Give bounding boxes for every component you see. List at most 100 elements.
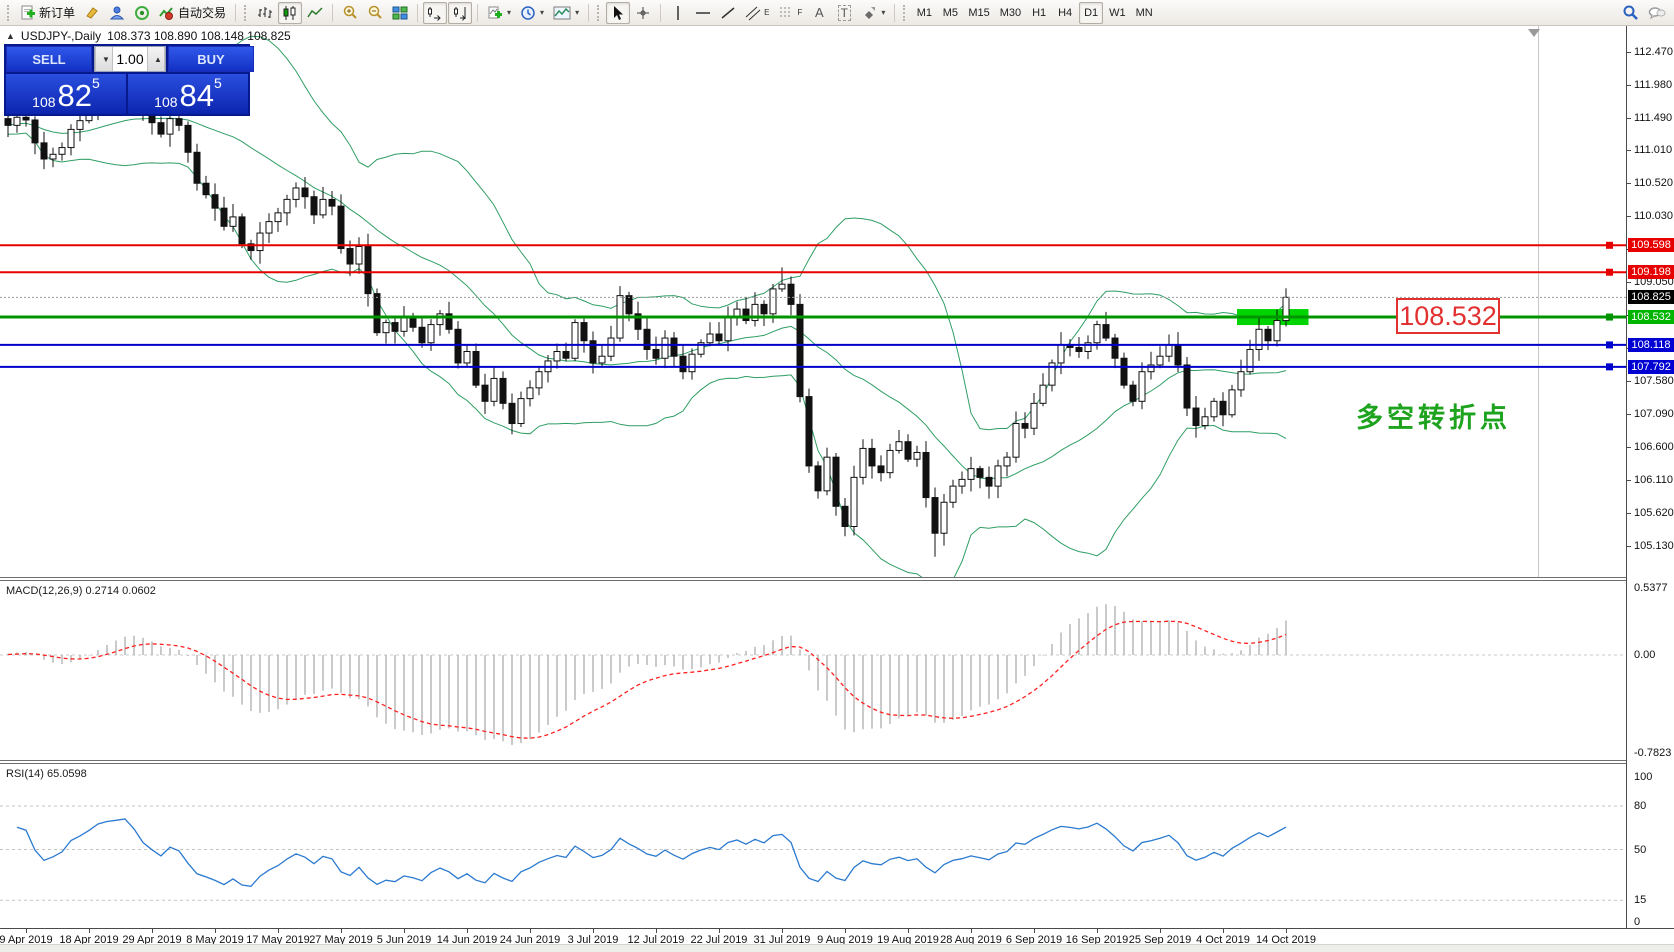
date-label: 9 Aug 2019 <box>817 934 873 946</box>
sell-button[interactable]: SELL <box>6 46 92 72</box>
text-button[interactable]: A <box>807 2 831 24</box>
timeframe-w1[interactable]: W1 <box>1109 6 1126 19</box>
metaeditor-button[interactable] <box>80 2 104 24</box>
toolbar-separator <box>477 3 479 22</box>
chart-shift-button[interactable] <box>448 1 473 24</box>
price-tick-mark <box>1627 183 1631 185</box>
date-label: 8 May 2019 <box>186 934 244 946</box>
chart-shift-icon <box>454 6 466 21</box>
timeframe-mn[interactable]: MN <box>1135 6 1153 19</box>
toolbar-drag-handle[interactable] <box>903 4 908 21</box>
timeframe-m15[interactable]: M15 <box>968 6 990 19</box>
macd-pane[interactable] <box>0 582 1626 762</box>
crosshair-button[interactable] <box>631 2 655 24</box>
price-tick-label: 111.490 <box>1634 111 1673 124</box>
volume-input[interactable] <box>113 47 147 71</box>
date-label: 6 Sep 2019 <box>1005 934 1063 946</box>
date-tick-mark <box>341 929 342 933</box>
timeframe-m30[interactable]: M30 <box>999 6 1022 19</box>
price-badge: 108.825 <box>1628 290 1674 305</box>
price-callout-label[interactable]: 108.532 <box>1396 298 1500 334</box>
bar-chart-icon <box>258 6 273 18</box>
dropdown-arrow-icon: ▾ <box>507 8 512 17</box>
toolbar-separator <box>660 3 662 22</box>
date-label: 27 May 2019 <box>309 934 373 946</box>
volume-decrease-button[interactable]: ▼ <box>95 47 113 71</box>
toolbar-drag-handle[interactable] <box>244 4 249 21</box>
price-tick-mark <box>1627 480 1631 482</box>
timeframe-d1[interactable]: D1 <box>1079 1 1104 24</box>
text-label-button[interactable]: T <box>832 2 856 24</box>
tile-windows-button[interactable] <box>388 2 412 24</box>
timeframe-m1[interactable]: M1 <box>916 6 932 19</box>
candlestick-chart-button[interactable] <box>278 1 303 24</box>
date-tick-mark <box>278 929 279 933</box>
price-badge: 107.792 <box>1628 359 1674 374</box>
date-tick-mark <box>215 929 216 933</box>
new-chart-button[interactable]: ▾ <box>483 2 515 24</box>
buy-price-display[interactable]: 108 84 5 <box>128 74 248 114</box>
date-tick-mark <box>1160 929 1161 933</box>
cursor-button[interactable] <box>606 1 631 24</box>
timeframe-m5[interactable]: M5 <box>942 6 958 19</box>
date-label: 12 Jul 2019 <box>627 934 685 946</box>
volume-stepper: ▼ ▲ <box>94 46 166 72</box>
profile-button[interactable] <box>105 2 129 24</box>
price-tick-label: 111.010 <box>1634 144 1673 157</box>
new-order-button[interactable]: 新订单 <box>16 2 79 24</box>
auto-scroll-button[interactable] <box>423 1 448 24</box>
autotrade-label: 自动交易 <box>178 6 227 20</box>
date-tick-mark <box>530 929 531 933</box>
arrows-button[interactable]: ▾ <box>857 2 889 24</box>
line-chart-icon <box>307 6 323 17</box>
date-tick-mark <box>845 929 846 933</box>
price-tick-mark <box>1627 414 1631 416</box>
line-chart-button[interactable] <box>303 2 327 24</box>
price-tick-label: 110.520 <box>1634 177 1673 190</box>
rsi-pane[interactable] <box>0 765 1626 928</box>
pane-separator[interactable] <box>0 577 1674 581</box>
sell-price-display[interactable]: 108 82 5 <box>6 74 126 114</box>
collapse-arrow-icon[interactable]: ▲ <box>6 31 15 41</box>
new-chart-icon <box>488 6 503 18</box>
pane-separator[interactable] <box>0 760 1674 764</box>
chart-shift-marker[interactable] <box>1528 29 1540 37</box>
bar-chart-button[interactable] <box>253 2 277 24</box>
zoom-out-button[interactable] <box>363 2 387 24</box>
timeframe-h1[interactable]: H1 <box>1032 6 1047 19</box>
price-badge: 109.198 <box>1628 265 1674 280</box>
search-button[interactable] <box>1618 2 1643 24</box>
toolbar-drag-handle[interactable] <box>7 4 12 21</box>
timeframe-bar: M1 M5 M15 M30 H1 H4 D1 W1 MN <box>912 1 1156 24</box>
equidistant-channel-button[interactable]: E <box>741 2 773 24</box>
indicators-button[interactable]: ▾ <box>549 2 583 24</box>
signal-button[interactable] <box>130 2 154 24</box>
clock-icon <box>521 5 535 20</box>
search-icon <box>1623 5 1638 20</box>
zoom-in-button[interactable] <box>338 2 362 24</box>
date-label: 4 Oct 2019 <box>1196 934 1250 946</box>
vertical-line-button[interactable] <box>666 2 690 24</box>
date-tick-mark <box>89 929 90 933</box>
toolbar-separator <box>235 3 237 22</box>
periods-button[interactable]: ▾ <box>516 2 548 24</box>
autotrade-button[interactable]: 自动交易 <box>155 2 230 24</box>
macd-axis-label: 0.00 <box>1634 649 1656 661</box>
price-tick-mark <box>1627 150 1631 152</box>
trendline-button[interactable] <box>716 2 740 24</box>
fibonacci-button[interactable]: F <box>774 2 806 24</box>
price-chart-pane[interactable] <box>0 26 1626 579</box>
price-axis[interactable]: 112.470 111.980 111.490 111.010 110.520 110.0… <box>1626 26 1674 929</box>
chat-icon <box>1648 6 1666 19</box>
horizontal-line-button[interactable] <box>691 2 715 24</box>
date-label: 14 Jun 2019 <box>436 934 498 946</box>
date-tick-mark <box>26 929 27 933</box>
vertical-line-icon <box>677 5 679 20</box>
toolbar-drag-handle[interactable] <box>597 4 602 21</box>
turning-point-annotation[interactable]: 多空转折点 <box>1356 403 1511 433</box>
date-tick-mark <box>719 929 720 933</box>
buy-button[interactable]: BUY <box>168 46 254 72</box>
timeframe-h4[interactable]: H4 <box>1058 6 1073 19</box>
volume-increase-button[interactable]: ▲ <box>147 47 165 71</box>
chat-button[interactable] <box>1644 2 1670 24</box>
